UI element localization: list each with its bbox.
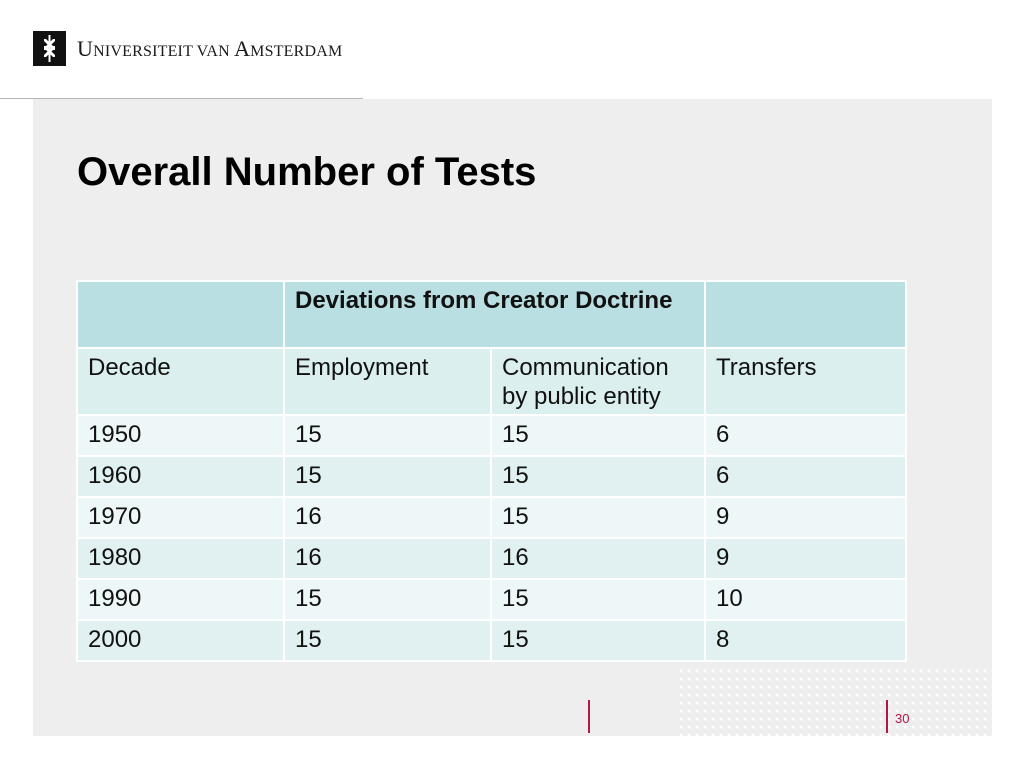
table-cell: 10 [704, 578, 908, 621]
table-cell: 1980 [76, 537, 285, 580]
table-cell: 15 [283, 455, 492, 498]
table-cell: 1950 [76, 414, 285, 457]
table-cell: 15 [489, 496, 707, 539]
dot-pattern-decoration [677, 667, 992, 736]
table-cell: 6 [704, 414, 908, 457]
table-row: 2000 15 15 8 [76, 619, 908, 662]
table-row: 1960 15 15 6 [76, 455, 908, 498]
table-cell: 6 [704, 455, 908, 498]
table-cell: 9 [704, 496, 908, 539]
table-cell: 8 [704, 619, 908, 662]
empty-header-cell [704, 280, 908, 349]
table-group-header-row: Deviations from Creator Doctrine [76, 280, 908, 349]
empty-header-cell [76, 280, 285, 349]
tests-table: Deviations from Creator Doctrine Decade … [76, 280, 908, 662]
table-cell: 15 [283, 619, 492, 662]
table-cell: 1990 [76, 578, 285, 621]
logo-letter: U [77, 35, 94, 61]
table-column-header-row: Decade Employment Communication by publi… [76, 347, 908, 416]
university-name: UNIVERSITEIT VAN AMSTERDAM [77, 36, 342, 62]
logo-text: MSTERDAM [250, 42, 343, 60]
page-number: 30 [895, 711, 910, 726]
slide-title: Overall Number of Tests [77, 150, 537, 194]
column-header: Communication by public entity [489, 347, 707, 416]
table-cell: 1960 [76, 455, 285, 498]
table-row: 1980 16 16 9 [76, 537, 908, 580]
table-cell: 9 [704, 537, 908, 580]
table-cell: 15 [489, 455, 707, 498]
group-header-cell: Deviations from Creator Doctrine [282, 280, 707, 349]
column-header: Employment [283, 347, 492, 416]
table-cell: 15 [489, 578, 707, 621]
table-cell: 15 [489, 414, 707, 457]
table-row: 1950 15 15 6 [76, 414, 908, 457]
table-cell: 15 [489, 619, 707, 662]
column-header: Transfers [704, 347, 908, 416]
logo-letter: A [234, 35, 251, 61]
logo-text: NIVERSITEIT VAN [93, 42, 235, 60]
table-cell: 2000 [76, 619, 285, 662]
column-header: Decade [76, 347, 285, 416]
footer-divider [886, 700, 888, 733]
footer-divider [588, 700, 590, 733]
table-row: 1990 15 15 10 [76, 578, 908, 621]
table-cell: 15 [283, 414, 492, 457]
table-cell: 16 [489, 537, 707, 580]
header-divider [0, 98, 363, 99]
table-cell: 1970 [76, 496, 285, 539]
uva-crest-icon [33, 31, 66, 66]
table-row: 1970 16 15 9 [76, 496, 908, 539]
table-cell: 15 [283, 578, 492, 621]
table-cell: 16 [283, 496, 492, 539]
university-logo: UNIVERSITEIT VAN AMSTERDAM [33, 31, 342, 66]
table-cell: 16 [283, 537, 492, 580]
